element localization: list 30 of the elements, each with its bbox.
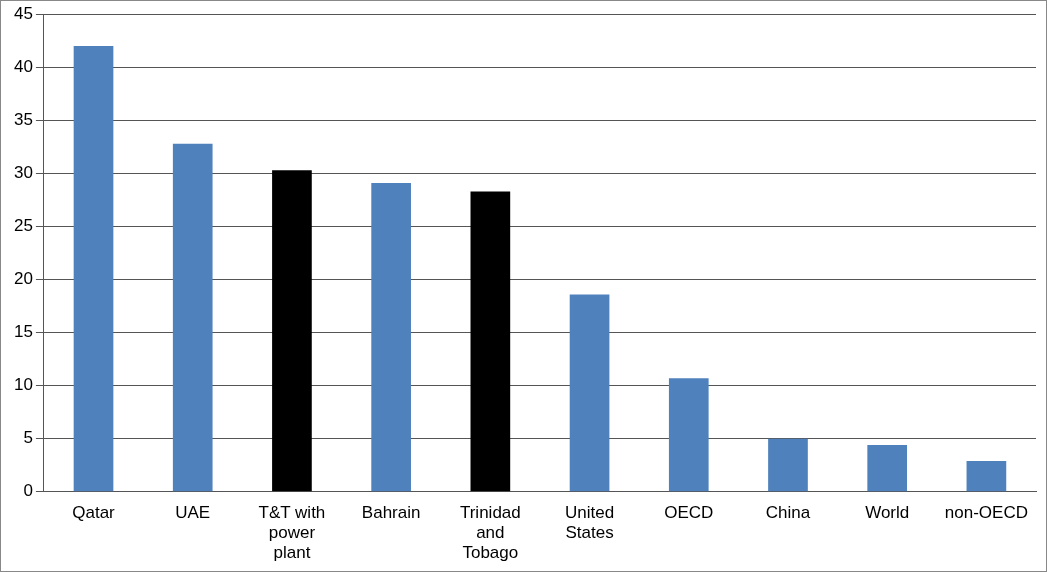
bar	[966, 461, 1007, 492]
bar	[371, 182, 411, 492]
bar	[172, 143, 213, 492]
y-tick-label: 0	[23, 481, 33, 501]
bar	[73, 46, 114, 492]
bar	[569, 294, 610, 492]
y-tick-label: 25	[13, 216, 33, 236]
y-tick-label: 40	[13, 56, 33, 76]
x-tick-label: Trinidad and Tobago	[459, 502, 521, 563]
x-tick-label: T&T with power plant	[258, 502, 326, 563]
y-tick-label: 10	[13, 375, 33, 395]
y-tick-label: 15	[13, 322, 33, 342]
y-tick-label: 35	[13, 110, 33, 130]
y-tick-label: 30	[13, 163, 33, 183]
bar	[272, 170, 312, 492]
x-tick-label: Qatar	[72, 502, 116, 522]
bar	[668, 378, 709, 492]
y-tick-label: 45	[13, 3, 33, 23]
x-tick-label: non-OECD	[944, 502, 1028, 522]
bar	[768, 438, 808, 492]
x-tick-label: China	[765, 502, 811, 522]
y-tick-label: 20	[13, 269, 33, 289]
x-tick-label: Bahrain	[361, 502, 421, 522]
bar	[470, 191, 511, 492]
x-tick-label: World	[865, 502, 910, 522]
bar	[867, 445, 908, 492]
x-tick-label: UAE	[175, 502, 211, 522]
x-tick-label: OECD	[664, 502, 714, 522]
y-tick-label: 5	[23, 428, 33, 448]
x-tick-label: United States	[564, 502, 615, 543]
